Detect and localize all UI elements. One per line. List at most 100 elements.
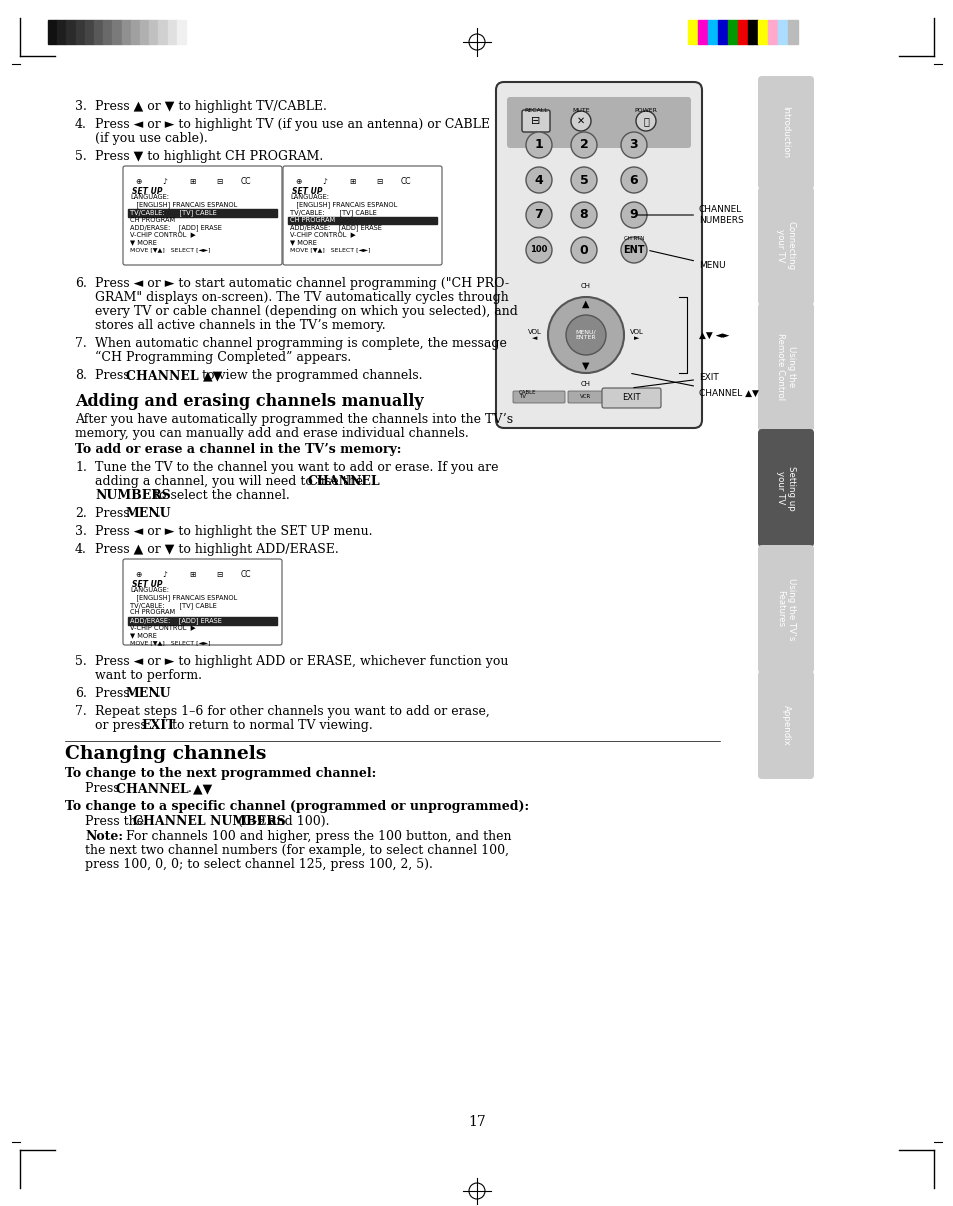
Text: 3.: 3. (75, 525, 87, 538)
Bar (718, 21, 727, 43)
Text: When automatic channel programming is complete, the message: When automatic channel programming is co… (95, 336, 506, 350)
Text: ⊞: ⊞ (349, 177, 355, 186)
Text: Adding and erasing channels manually: Adding and erasing channels manually (75, 393, 423, 410)
Text: .: . (157, 507, 161, 520)
Bar (747, 21, 758, 43)
Text: Changing channels: Changing channels (65, 745, 266, 763)
Text: ⊞: ⊞ (189, 177, 195, 186)
Text: ADD/ERASE:    [ADD] ERASE: ADD/ERASE: [ADD] ERASE (130, 617, 222, 624)
Text: SET UP: SET UP (132, 580, 162, 589)
Bar (112, 21, 121, 43)
Bar (288, 217, 436, 224)
Text: MOVE [▼▲]   SELECT [◄►]: MOVE [▼▲] SELECT [◄►] (130, 247, 211, 252)
Text: [ENGLISH] FRANCAIS ESPANOL: [ENGLISH] FRANCAIS ESPANOL (130, 595, 237, 602)
Text: EXIT: EXIT (141, 719, 175, 732)
Text: TV: TV (518, 393, 525, 398)
Text: ⊞: ⊞ (189, 570, 195, 579)
Text: adding a channel, you will need to use the: adding a channel, you will need to use t… (95, 475, 367, 488)
Text: 100: 100 (530, 246, 547, 254)
Text: to select the channel.: to select the channel. (150, 488, 290, 502)
Text: 3: 3 (629, 139, 638, 152)
Bar (67, 21, 75, 43)
Bar (168, 21, 176, 43)
Text: Press: Press (95, 507, 133, 520)
Text: 6: 6 (629, 174, 638, 187)
Text: LANGUAGE:: LANGUAGE: (130, 587, 169, 593)
Text: MOVE [▼▲]   SELECT [◄►]: MOVE [▼▲] SELECT [◄►] (130, 640, 211, 645)
Text: Press ▲ or ▼ to highlight TV/CABLE.: Press ▲ or ▼ to highlight TV/CABLE. (95, 100, 327, 113)
Text: 2.: 2. (75, 507, 87, 520)
Text: ▲▼ ◄►: ▲▼ ◄► (699, 330, 729, 340)
Text: 6.: 6. (75, 277, 87, 289)
Circle shape (571, 201, 597, 228)
Text: CC: CC (400, 177, 411, 186)
Bar (698, 21, 707, 43)
Text: POWER: POWER (634, 109, 657, 113)
Bar (727, 21, 738, 43)
Text: 8: 8 (579, 209, 588, 222)
Circle shape (620, 166, 646, 193)
Text: RECALL: RECALL (523, 109, 547, 113)
Text: V-CHIP CONTROL  ▶: V-CHIP CONTROL ▶ (130, 625, 195, 631)
FancyBboxPatch shape (601, 388, 660, 408)
Text: [ENGLISH] FRANCAIS ESPANOL: [ENGLISH] FRANCAIS ESPANOL (130, 201, 237, 209)
Text: the next two channel numbers (for example, to select channel 100,: the next two channel numbers (for exampl… (85, 844, 509, 857)
Text: Note:: Note: (85, 830, 123, 843)
Circle shape (571, 131, 597, 158)
Text: Press: Press (85, 781, 124, 795)
Text: 1.: 1. (75, 461, 87, 474)
Text: ⊕: ⊕ (134, 570, 141, 579)
Text: ♪: ♪ (162, 570, 168, 579)
Text: MUTE: MUTE (572, 109, 589, 113)
Bar (687, 21, 698, 43)
Text: NUMBERS: NUMBERS (95, 488, 171, 502)
FancyBboxPatch shape (758, 303, 813, 431)
Text: Press ▲ or ▼ to highlight ADD/ERASE.: Press ▲ or ▼ to highlight ADD/ERASE. (95, 543, 338, 556)
Text: ▲: ▲ (581, 299, 589, 309)
Text: After you have automatically programmed the channels into the TV’s: After you have automatically programmed … (75, 412, 513, 426)
Text: Tune the TV to the channel you want to add or erase. If you are: Tune the TV to the channel you want to a… (95, 461, 498, 474)
Circle shape (620, 238, 646, 263)
Text: 4.: 4. (75, 543, 87, 556)
Circle shape (525, 166, 552, 193)
FancyBboxPatch shape (567, 391, 604, 403)
Text: 7: 7 (534, 209, 543, 222)
Text: 4.: 4. (75, 118, 87, 131)
FancyBboxPatch shape (123, 166, 282, 265)
FancyBboxPatch shape (506, 96, 690, 148)
Bar (57, 21, 67, 43)
Bar (48, 21, 57, 43)
Text: Press ◄ or ► to highlight ADD or ERASE, whichever function you: Press ◄ or ► to highlight ADD or ERASE, … (95, 655, 508, 668)
Text: To change to the next programmed channel:: To change to the next programmed channel… (65, 767, 375, 780)
Bar (778, 21, 787, 43)
Text: Using the
Remote Control: Using the Remote Control (776, 333, 795, 400)
Text: Press ◄ or ► to start automatic channel programming ("CH PRO-: Press ◄ or ► to start automatic channel … (95, 277, 509, 289)
Text: For channels 100 and higher, press the 100 button, and then: For channels 100 and higher, press the 1… (118, 830, 511, 843)
Text: [ENGLISH] FRANCAIS ESPANOL: [ENGLISH] FRANCAIS ESPANOL (290, 201, 396, 209)
Text: V-CHIP CONTROL  ▶: V-CHIP CONTROL ▶ (130, 232, 195, 238)
Text: TV/CABLE:       [TV] CABLE: TV/CABLE: [TV] CABLE (130, 209, 216, 216)
FancyBboxPatch shape (758, 429, 813, 548)
Text: press 100, 0, 0; to select channel 125, press 100, 2, 5).: press 100, 0, 0; to select channel 125, … (85, 857, 433, 871)
Circle shape (620, 201, 646, 228)
Text: 9: 9 (629, 209, 638, 222)
Text: 5: 5 (579, 174, 588, 187)
Text: CH RTN: CH RTN (623, 235, 643, 240)
Text: Press: Press (95, 369, 133, 382)
Text: V-CHIP CONTROL  ▶: V-CHIP CONTROL ▶ (290, 232, 355, 238)
Circle shape (636, 111, 656, 131)
Text: CH: CH (580, 283, 590, 289)
Text: ⊟: ⊟ (531, 116, 540, 125)
FancyBboxPatch shape (513, 391, 564, 403)
Text: CH PROGRAM: CH PROGRAM (290, 217, 335, 222)
Text: “CH Programming Completed” appears.: “CH Programming Completed” appears. (95, 351, 351, 364)
Text: 5.: 5. (75, 150, 87, 163)
Text: 7.: 7. (75, 706, 87, 718)
Text: CHANNEL: CHANNEL (308, 475, 380, 488)
Circle shape (571, 166, 597, 193)
Text: ▼: ▼ (581, 361, 589, 371)
Text: every TV or cable channel (depending on which you selected), and: every TV or cable channel (depending on … (95, 305, 517, 318)
Text: To change to a specific channel (programmed or unprogrammed):: To change to a specific channel (program… (65, 800, 529, 813)
Text: CC: CC (240, 177, 251, 186)
Text: 4: 4 (534, 174, 543, 187)
